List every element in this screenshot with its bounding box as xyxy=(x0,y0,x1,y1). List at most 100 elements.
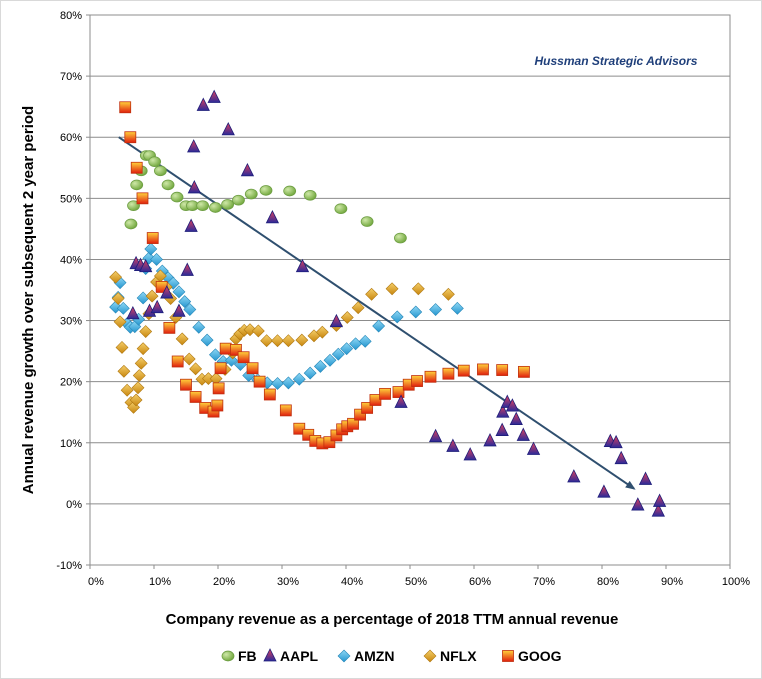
legend-marker-amzn xyxy=(337,649,351,663)
y-axis-title: Annual revenue growth over subsequent 2 … xyxy=(20,106,37,494)
point-goog xyxy=(279,404,292,417)
tick-labels: -10% 0% 10% 20% 30% 40% 50% 60% 70% 80% 0% 10% 20% 30… xyxy=(56,10,750,588)
point-goog xyxy=(392,386,405,398)
point-aapl xyxy=(187,180,201,194)
point-amzn xyxy=(313,359,327,373)
point-fb xyxy=(209,202,222,213)
point-goog xyxy=(136,192,149,205)
point-nflx xyxy=(365,287,379,301)
point-fb xyxy=(127,200,140,211)
point-fb xyxy=(221,199,235,210)
legend-marker-fb xyxy=(221,650,235,662)
point-amzn xyxy=(271,377,284,390)
point-goog xyxy=(354,408,366,421)
point-goog xyxy=(496,364,509,376)
point-aapl xyxy=(509,411,523,425)
point-aapl xyxy=(463,447,477,461)
point-nflx xyxy=(145,289,159,303)
plot-area-frame xyxy=(89,14,731,566)
point-fb xyxy=(244,188,258,200)
point-nflx xyxy=(295,333,309,347)
point-aapl xyxy=(567,469,581,483)
point-nflx xyxy=(136,342,150,356)
point-goog xyxy=(442,367,455,380)
point-goog xyxy=(293,422,306,435)
x-tick-label: 20% xyxy=(213,576,235,588)
point-fb xyxy=(334,203,348,215)
point-goog xyxy=(237,351,250,364)
point-nflx xyxy=(340,311,354,324)
point-amzn xyxy=(172,285,186,299)
point-amzn xyxy=(340,342,354,356)
point-amzn xyxy=(192,320,206,334)
point-aapl xyxy=(295,258,310,273)
point-nflx xyxy=(411,282,425,296)
point-amzn xyxy=(150,253,163,266)
point-goog xyxy=(379,387,391,400)
annotation-text: Hussman Strategic Advisors xyxy=(535,54,698,68)
legend-label-fb: FB xyxy=(238,648,257,664)
point-aapl xyxy=(184,218,198,232)
point-nflx xyxy=(120,383,134,397)
point-amzn xyxy=(281,376,295,390)
point-nflx xyxy=(139,325,153,338)
point-goog xyxy=(146,232,159,244)
point-aapl xyxy=(180,262,194,276)
point-aapl xyxy=(187,139,201,153)
point-goog xyxy=(263,388,276,401)
point-amzn xyxy=(116,301,130,315)
x-tick-label: 90% xyxy=(661,576,683,588)
point-aapl xyxy=(446,438,460,452)
trend-arrow xyxy=(118,136,636,490)
point-aapl xyxy=(240,162,255,177)
x-tick-label: 0% xyxy=(88,576,104,588)
point-goog xyxy=(253,375,266,388)
point-fb xyxy=(196,200,210,211)
legend-marker-goog xyxy=(502,650,514,662)
point-amzn xyxy=(178,295,192,309)
point-amzn xyxy=(372,319,386,333)
point-amzn xyxy=(144,242,158,256)
point-nflx xyxy=(109,270,123,284)
point-goog xyxy=(518,365,530,378)
point-nflx xyxy=(113,315,127,329)
y-tick-label: 10% xyxy=(60,438,82,450)
point-amzn xyxy=(409,305,423,319)
series-nflx xyxy=(109,269,455,414)
x-tick-label: 60% xyxy=(469,576,491,588)
point-goog xyxy=(323,436,336,449)
point-goog xyxy=(477,363,489,376)
y-tick-label: 70% xyxy=(60,71,82,83)
point-aapl xyxy=(207,89,221,103)
point-goog xyxy=(180,378,192,391)
point-goog xyxy=(163,321,176,334)
point-nflx xyxy=(131,381,145,395)
x-tick-label: 30% xyxy=(277,576,299,588)
y-tick-label: 50% xyxy=(60,193,82,205)
y-tick-label: 40% xyxy=(60,254,82,266)
y-tick-label: 80% xyxy=(60,10,82,22)
point-nflx xyxy=(281,334,295,348)
point-goog xyxy=(411,375,423,387)
point-goog xyxy=(361,402,374,414)
series-fb xyxy=(124,150,407,244)
point-aapl xyxy=(505,398,520,412)
series-aapl xyxy=(126,89,667,517)
point-aapl xyxy=(651,503,665,517)
point-amzn xyxy=(450,301,464,315)
point-nflx xyxy=(260,334,274,348)
point-fb xyxy=(360,216,374,227)
point-amzn xyxy=(429,303,443,316)
point-aapl xyxy=(516,427,530,441)
point-nflx xyxy=(243,323,257,337)
point-aapl xyxy=(597,484,611,498)
point-goog xyxy=(119,101,132,114)
point-goog xyxy=(219,342,232,355)
point-nflx xyxy=(182,352,196,366)
point-aapl xyxy=(652,493,667,507)
point-aapl xyxy=(160,285,174,299)
point-goog xyxy=(246,362,259,375)
point-aapl xyxy=(196,97,210,111)
point-amzn xyxy=(323,353,337,367)
